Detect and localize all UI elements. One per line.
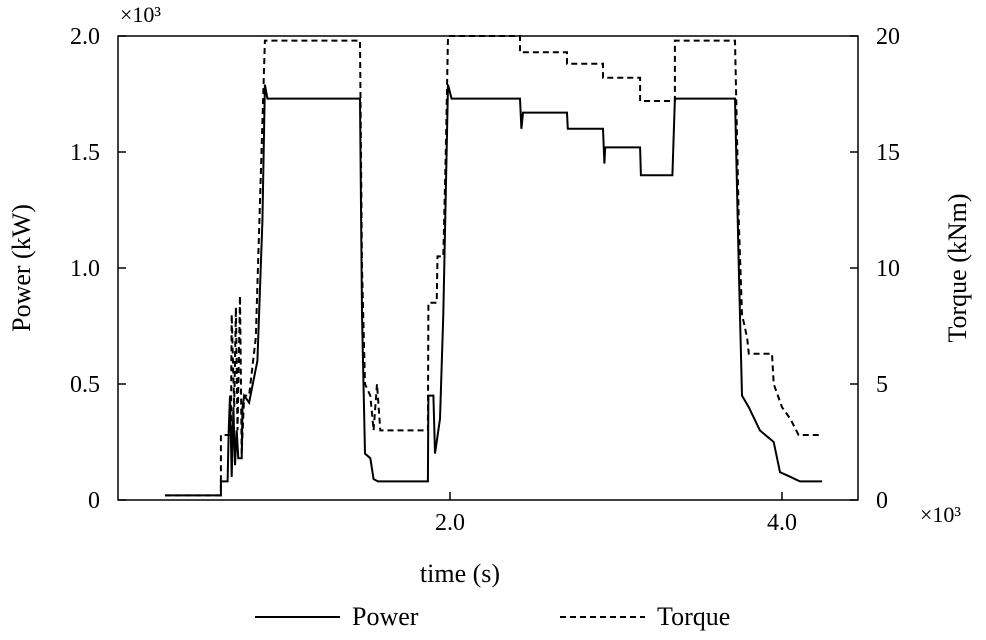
y-tick-label: 1.5 [70,140,100,166]
x-multiplier: ×10³ [920,502,961,527]
x-axis-label: time (s) [420,559,500,588]
y-multiplier: ×10³ [120,2,161,27]
y2-tick-label: 5 [876,372,888,398]
y-tick-label: 2.0 [70,24,100,50]
legend-torque-label: Torque [657,602,730,631]
legend-power-label: Power [352,602,419,631]
x-tick-label: 2.0 [435,510,465,536]
y2-tick-label: 20 [876,24,900,50]
x-tick-label: 4.0 [767,510,797,536]
y2-tick-label: 10 [876,256,900,282]
y-tick-label: 0 [88,488,100,514]
series-torque-line [165,35,822,497]
y-tick-label: 0.5 [70,372,100,398]
y2-tick-label: 0 [876,488,888,514]
chart-marks [165,35,822,497]
axis-ticks: 2.0 4.0 0 0.5 1.0 1.5 2.0 0 5 10 15 20 [70,24,900,536]
y-axis-label: Power (kW) [7,204,36,332]
y2-axis-label: Torque (kNm) [943,193,972,342]
legend: Power Torque [255,602,730,631]
series-power-line [165,84,822,497]
y-tick-label: 1.0 [70,256,100,282]
y2-tick-label: 15 [876,140,900,166]
